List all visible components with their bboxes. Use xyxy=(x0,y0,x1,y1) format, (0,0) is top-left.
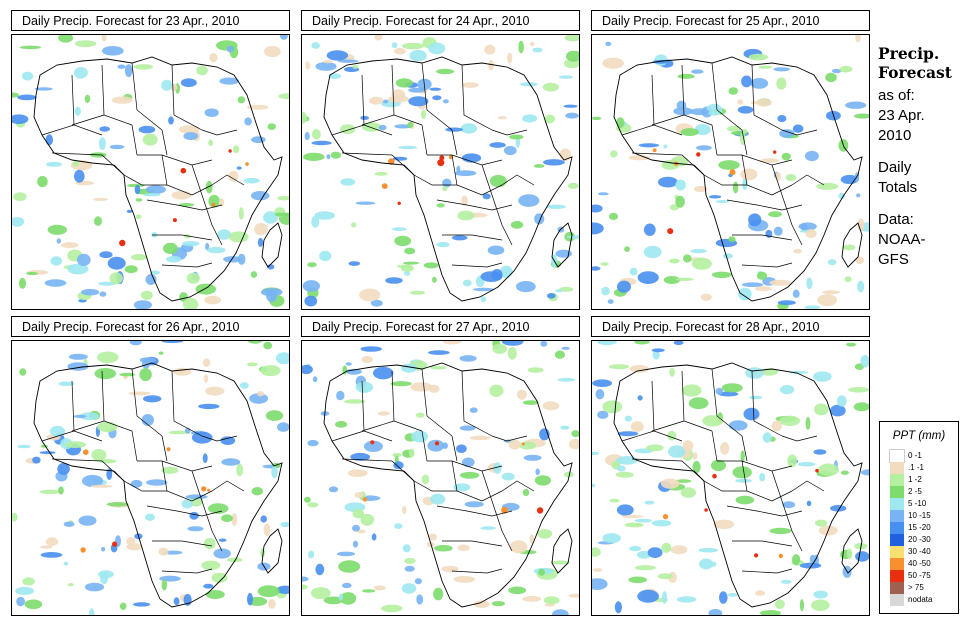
panel-title: Daily Precip. Forecast for 28 Apr., 2010 xyxy=(591,316,870,337)
map-panel-6: Daily Precip. Forecast for 28 Apr., 2010 xyxy=(591,316,870,616)
legend-swatch xyxy=(889,449,905,463)
legend-swatch xyxy=(890,534,904,546)
map-panel-3: Daily Precip. Forecast for 25 Apr., 2010 xyxy=(591,10,870,310)
panel-title: Daily Precip. Forecast for 23 Apr., 2010 xyxy=(11,10,290,31)
legend-swatch xyxy=(890,486,904,498)
legend-swatch xyxy=(890,474,904,486)
map-panel-2: Daily Precip. Forecast for 24 Apr., 2010 xyxy=(301,10,580,310)
asof-line: as of: xyxy=(878,87,915,104)
asof-line: 2010 xyxy=(878,127,912,144)
legend-label: 1 -2 xyxy=(908,475,922,484)
legend-swatch xyxy=(890,462,904,474)
legend-label: 30 -40 xyxy=(908,547,931,556)
legend-label: 20 -30 xyxy=(908,535,931,544)
daily-line: Totals xyxy=(878,179,918,196)
legend-swatch xyxy=(890,570,904,582)
legend-label: 15 -20 xyxy=(908,523,931,532)
legend-swatch xyxy=(890,546,904,558)
map-panel-1: Daily Precip. Forecast for 23 Apr., 2010 xyxy=(11,10,290,310)
legend-label: 40 -50 xyxy=(908,559,931,568)
legend-label: 0 -1 xyxy=(908,451,922,460)
panel-title: Daily Precip. Forecast for 24 Apr., 2010 xyxy=(301,10,580,31)
precip-map xyxy=(301,340,580,616)
legend-swatch xyxy=(890,498,904,510)
data-line: GFS xyxy=(878,251,909,268)
panel-title: Daily Precip. Forecast for 27 Apr., 2010 xyxy=(301,316,580,337)
data-line: NOAA- xyxy=(878,231,926,248)
daily-line: Daily xyxy=(878,159,912,176)
map-panel-4: Daily Precip. Forecast for 26 Apr., 2010 xyxy=(11,316,290,616)
legend-swatch xyxy=(890,582,904,594)
legend-swatch xyxy=(890,510,904,522)
legend-label: > 75 xyxy=(908,583,924,592)
precip-map xyxy=(591,340,870,616)
legend-title: PPT (mm) xyxy=(892,430,946,442)
precip-map xyxy=(11,340,290,616)
legend-label: 5 -10 xyxy=(908,499,927,508)
legend-label: .1 -1 xyxy=(908,463,925,472)
side-title-line: Forecast xyxy=(878,63,952,82)
panel-title: Daily Precip. Forecast for 26 Apr., 2010 xyxy=(11,316,290,337)
map-panel-5: Daily Precip. Forecast for 27 Apr., 2010 xyxy=(301,316,580,616)
precip-map xyxy=(301,34,580,310)
panel-title: Daily Precip. Forecast for 25 Apr., 2010 xyxy=(591,10,870,31)
precip-map xyxy=(591,34,870,310)
legend-label: 50 -75 xyxy=(908,571,931,580)
legend-label: nodata xyxy=(908,595,933,604)
precip-map xyxy=(11,34,290,310)
asof-line: 23 Apr. xyxy=(878,107,925,124)
legend-swatch xyxy=(890,594,904,606)
legend-swatch xyxy=(890,558,904,570)
data-line: Data: xyxy=(878,211,914,228)
legend: PPT (mm) 0 -1 .1 -1 1 -2 2 -5 5 -10 10 -15 15 … xyxy=(879,421,959,614)
side-title-line: Precip. xyxy=(878,44,940,63)
side-info: Precip. Forecast as of: 23 Apr. 2010 Dai… xyxy=(878,44,963,270)
legend-label: 2 -5 xyxy=(908,487,922,496)
legend-label: 10 -15 xyxy=(908,511,931,520)
legend-swatch xyxy=(890,522,904,534)
